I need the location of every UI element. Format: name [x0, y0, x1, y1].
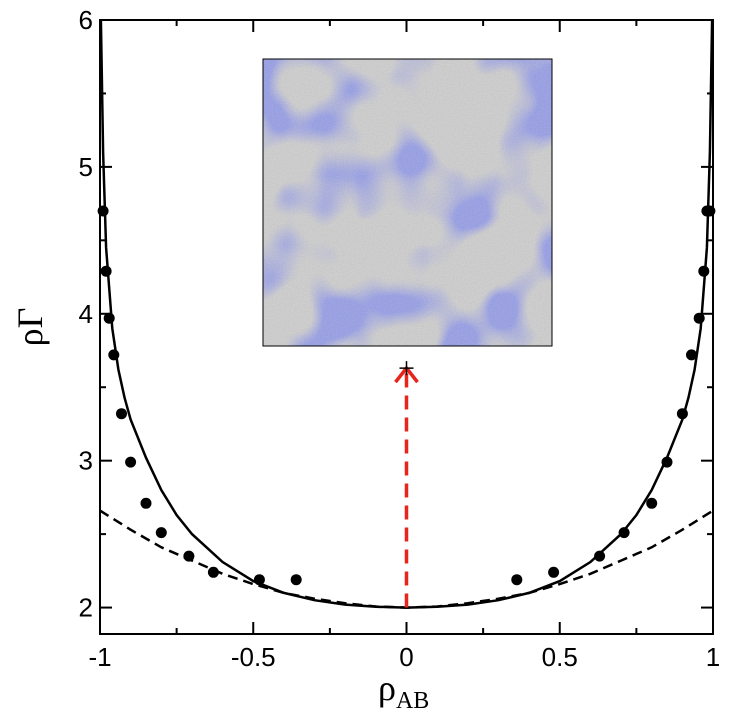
y-tick-label: 2 — [79, 593, 93, 623]
data-point — [183, 550, 195, 562]
inset-border — [262, 58, 553, 347]
data-point — [140, 497, 152, 509]
data-point — [290, 574, 302, 586]
y-tick-label: 4 — [79, 299, 93, 329]
y-tick-label: 5 — [79, 152, 93, 182]
data-point — [103, 312, 115, 324]
data-point — [698, 265, 710, 277]
x-axis-title-main: ρ — [378, 668, 396, 708]
y-axis-title: ρΓ — [10, 308, 50, 347]
data-point — [661, 456, 673, 468]
data-point — [155, 527, 167, 539]
annotation-layer — [394, 361, 419, 608]
x-axis-title-subscript: AB — [396, 688, 429, 714]
data-point — [253, 574, 265, 586]
data-point — [594, 550, 606, 562]
data-point — [676, 408, 688, 420]
x-tick-label: -1 — [88, 642, 111, 672]
x-tick-label: 0 — [399, 642, 413, 672]
data-point — [116, 408, 127, 420]
axes-layer: -1 -0.5 0 0.5 1 2 3 4 5 6 — [79, 5, 721, 672]
y-tick-label: 6 — [79, 5, 93, 35]
data-point — [100, 265, 112, 277]
y-tick-label: 3 — [79, 446, 93, 476]
data-point — [207, 566, 219, 578]
data-point — [686, 349, 697, 361]
data-point — [693, 312, 705, 324]
data-point — [125, 456, 137, 468]
data-point — [108, 349, 120, 361]
x-tick-label: 0.5 — [542, 642, 578, 672]
inset-grain — [263, 59, 552, 346]
data-point — [646, 497, 658, 509]
x-axis-title: ρAB — [378, 668, 429, 714]
dashed-curve — [99, 509, 714, 609]
data-point — [618, 527, 630, 539]
inset-image — [262, 58, 553, 347]
data-point — [548, 566, 560, 578]
x-tick-label: -0.5 — [231, 642, 276, 672]
data-point — [511, 574, 523, 586]
x-tick-label: 1 — [706, 642, 720, 672]
series-layer — [97, 19, 716, 609]
